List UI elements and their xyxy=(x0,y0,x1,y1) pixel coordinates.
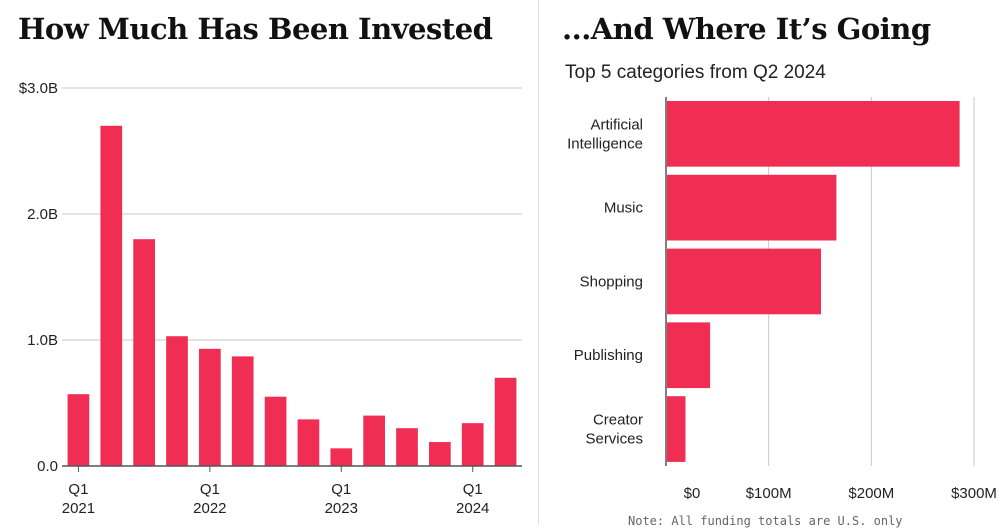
right-chart-title: ...And Where It’s Going xyxy=(562,12,931,46)
x-tick-label-quarter: Q1 xyxy=(331,481,351,498)
y-tick-label: 0.0 xyxy=(37,458,58,475)
x-tick-label: $100M xyxy=(746,485,792,502)
bar xyxy=(166,336,188,466)
bar xyxy=(363,415,385,466)
right-chart-subtitle: Top 5 categories from Q2 2024 xyxy=(565,62,826,83)
y-tick-label: 1.0B xyxy=(27,332,58,349)
category-label: Shopping xyxy=(580,273,643,290)
x-tick-label-year: 2021 xyxy=(62,500,95,517)
bar xyxy=(494,377,517,466)
bar xyxy=(461,423,484,466)
bar xyxy=(67,394,90,466)
bar xyxy=(667,322,711,389)
category-label: Services xyxy=(585,431,643,448)
x-tick-label-quarter: Q1 xyxy=(463,481,483,498)
bar xyxy=(330,448,353,466)
bar xyxy=(231,356,254,466)
left-bar-chart: 0.0 1.0B 2.0B $3.0B Q1 2021 Q1 2022 Q1 2023 Q1 2024 xyxy=(19,80,522,517)
category-label: Music xyxy=(604,200,644,217)
x-tick-label: $200M xyxy=(848,485,894,502)
left-chart-title: How Much Has Been Invested xyxy=(18,12,493,46)
x-tick-label-quarter: Q1 xyxy=(200,481,220,498)
x-tick-label-year: 2024 xyxy=(456,500,489,517)
bar xyxy=(429,442,451,466)
x-tick-label-year: 2022 xyxy=(193,500,226,517)
x-tick-label-year: 2023 xyxy=(325,500,358,517)
category-label: Intelligence xyxy=(567,135,643,152)
category-label: Publishing xyxy=(574,347,643,364)
bar xyxy=(100,125,123,467)
bar xyxy=(199,348,221,466)
bar xyxy=(667,248,821,315)
x-tick-label-quarter: Q1 xyxy=(68,481,88,498)
bar xyxy=(667,101,960,167)
y-tick-label: 2.0B xyxy=(27,206,58,223)
bar xyxy=(667,174,837,241)
x-tick-label: $0 xyxy=(684,485,701,502)
bar xyxy=(297,419,320,466)
footnote: Note: All funding totals are U.S. only xyxy=(628,514,903,528)
x-tick-label: $300M xyxy=(951,485,997,502)
y-tick-label: $3.0B xyxy=(19,80,58,97)
bar xyxy=(133,239,155,466)
bar xyxy=(396,428,418,466)
category-label: Artificial xyxy=(590,116,643,133)
bar xyxy=(264,396,287,466)
category-label: Creator xyxy=(593,412,643,429)
panel-divider xyxy=(538,0,539,525)
bar xyxy=(667,396,686,462)
